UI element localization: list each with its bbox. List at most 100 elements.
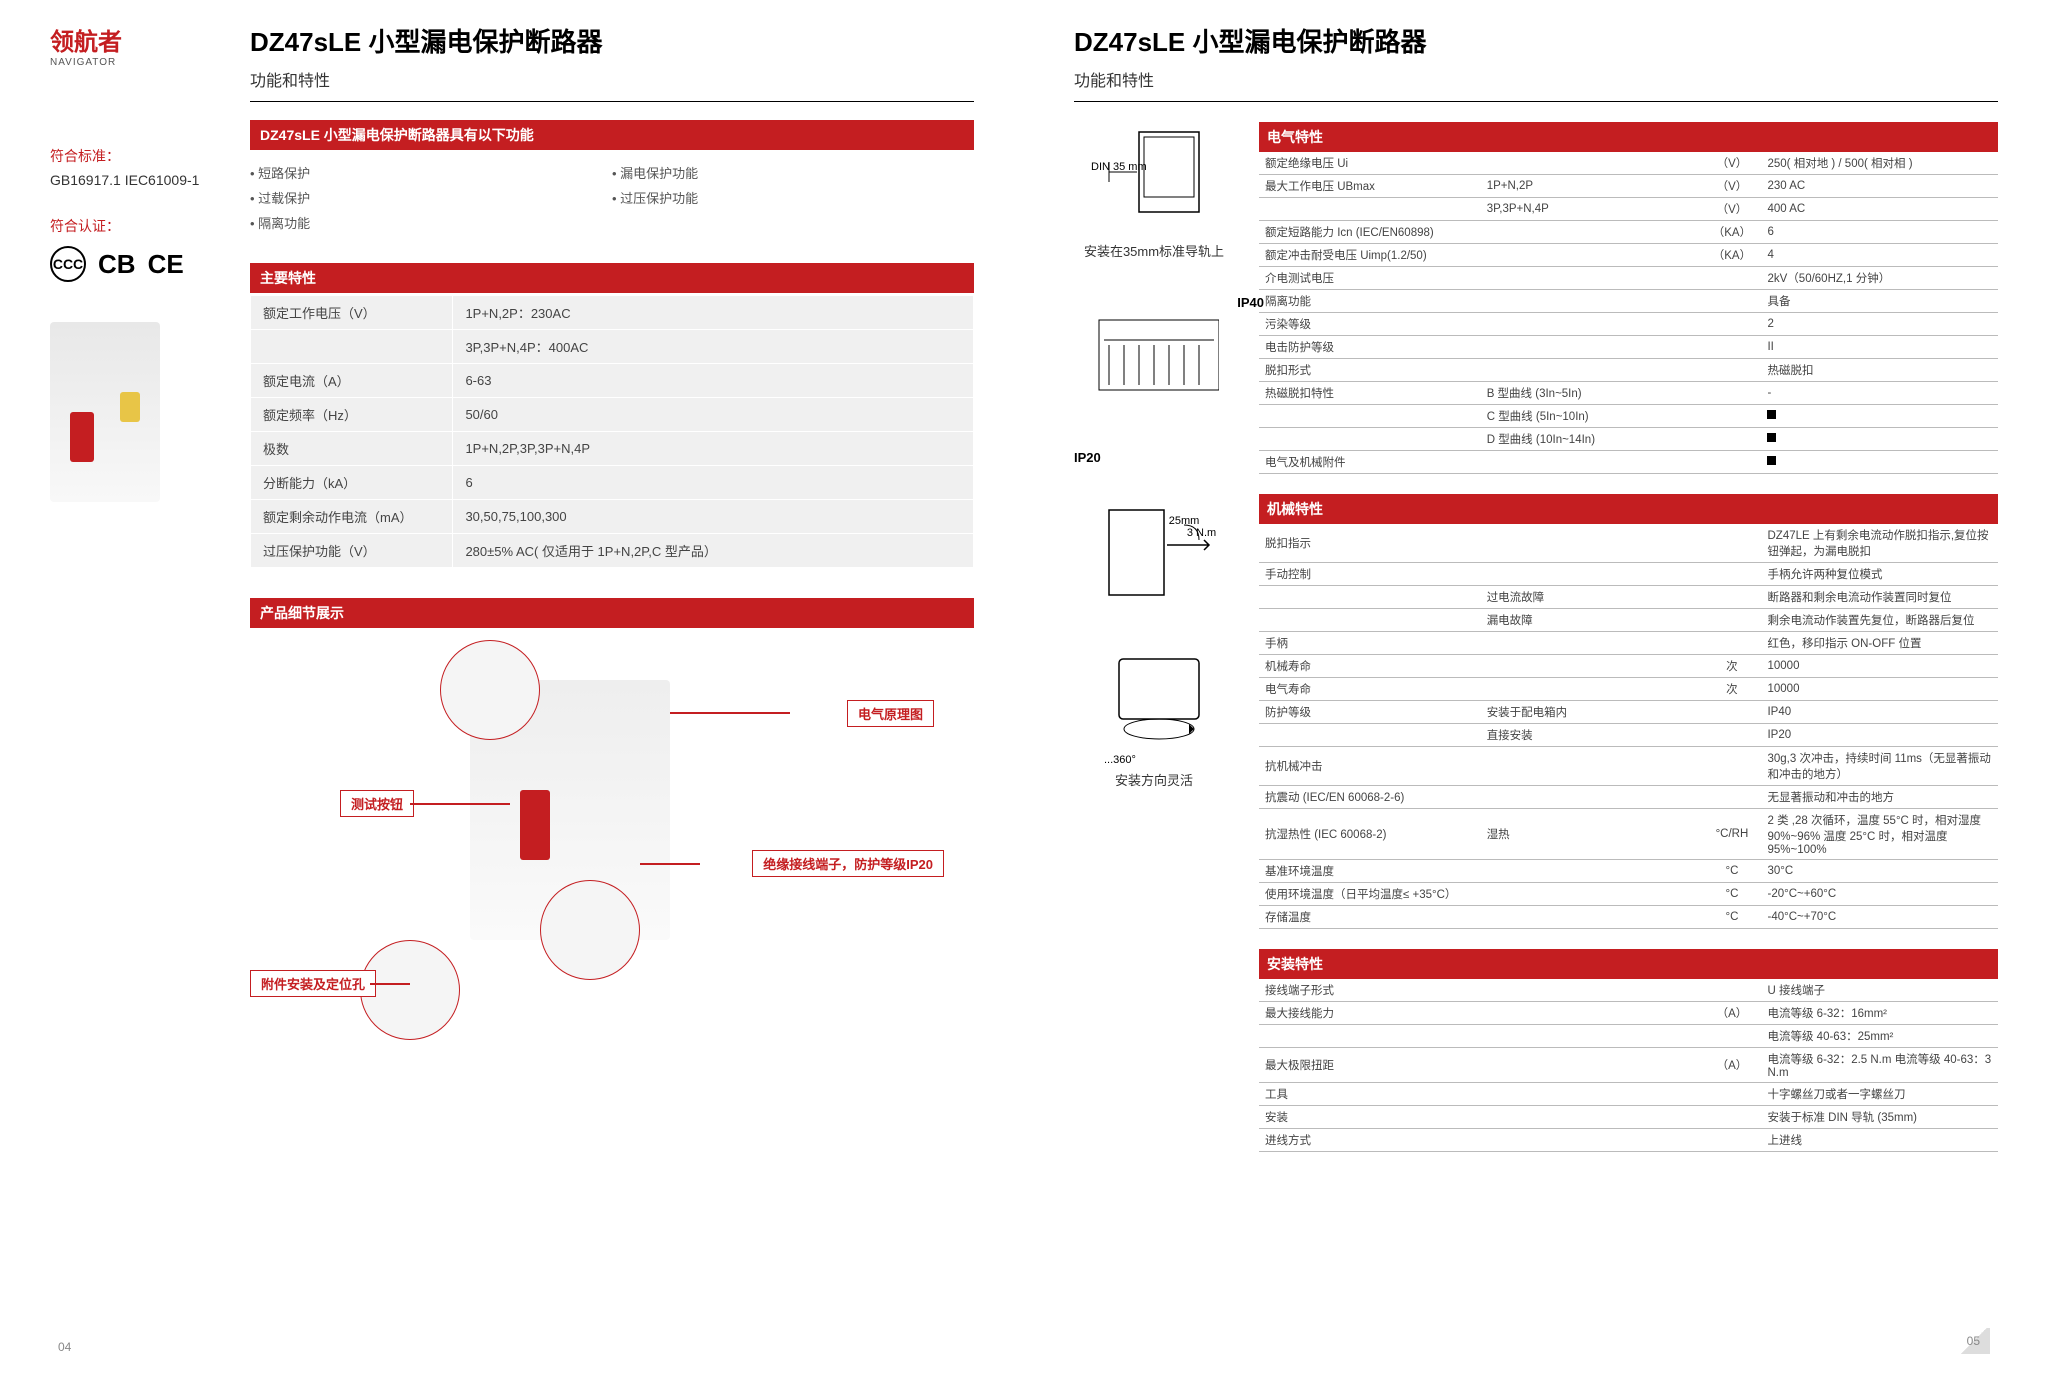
table-cell: （A） [1702,1048,1761,1083]
table-cell [1259,609,1481,632]
table-cell: 6 [1761,221,1998,244]
table-cell [1702,786,1761,809]
table-cell [1481,632,1703,655]
table-cell: - [1761,382,1998,405]
table-cell: 红色，移印指示 ON-OFF 位置 [1761,632,1998,655]
spec-value: 1P+N,2P：230AC [453,296,974,330]
table-cell: 抗机械冲击 [1259,747,1481,786]
table-cell: 电流等级 6-32：2.5 N.m 电流等级 40-63：3 N.m [1761,1048,1998,1083]
diagram-din: DIN 35 mm 安装在35mm标准导轨上 [1074,122,1234,260]
mechanical-table: 机械特性脱扣指示DZ47LE 上有剩余电流动作脱扣指示,复位按钮弹起，为漏电脱扣… [1259,494,1998,929]
table-cell: 2kV（50/60HZ,1 分钟） [1761,267,1998,290]
table-cell [1481,1129,1703,1152]
table-cell [1259,724,1481,747]
table-cell: 具备 [1761,290,1998,313]
table-cell: 最大工作电压 UBmax [1259,175,1481,198]
table-cell [1481,221,1703,244]
table-cell [1761,405,1998,428]
spec-label: 额定工作电压（V） [251,296,453,330]
table-cell: 安装于配电箱内 [1481,701,1703,724]
page-spread: 领航者 NAVIGATOR 符合标准： GB16917.1 IEC61009-1… [0,0,2048,1378]
page-title-r: DZ47sLE 小型漏电保护断路器 [1074,22,1998,59]
table-cell: 电击防护等级 [1259,336,1481,359]
table-cell [1481,244,1703,267]
table-cell: 存储温度 [1259,906,1481,929]
ip-rating-icon [1089,290,1219,450]
sidebar: 领航者 NAVIGATOR 符合标准： GB16917.1 IEC61009-1… [50,10,230,1348]
spec-value: 50/60 [453,398,974,432]
table-cell [1761,428,1998,451]
tables-col: 电气特性额定绝缘电压 Ui（V）250( 相对地 ) / 500( 相对相 )最… [1259,122,1998,1152]
table-cell [1761,451,1998,474]
table-cell [1702,632,1761,655]
table-cell [1702,336,1761,359]
page-title: DZ47sLE 小型漏电保护断路器 [250,22,974,59]
table-cell: 机械寿命 [1259,655,1481,678]
table-cell [1702,359,1761,382]
function-item: • 过载保护 [250,185,612,210]
table-cell: 250( 相对地 ) / 500( 相对相 ) [1761,152,1998,175]
diagrams-col: DIN 35 mm 安装在35mm标准导轨上 IP40 IP20 25mm 3 … [1074,122,1234,1152]
table-cell [1702,563,1761,586]
table-cell: 电流等级 6-32：16mm² [1761,1002,1998,1025]
table-cell: 400 AC [1761,198,1998,221]
install-table: 安装特性接线端子形式U 接线端子最大接线能力（A）电流等级 6-32：16mm²… [1259,949,1998,1152]
standards-title: 符合标准： [50,146,230,166]
table-cell [1259,428,1481,451]
table-cell: 污染等级 [1259,313,1481,336]
main-content-left: DZ47sLE 小型漏电保护断路器 功能和特性 DZ47sLE 小型漏电保护断路… [230,10,974,1348]
product-image [50,322,160,502]
table-cell [1481,655,1703,678]
table-cell: 2 类 ,28 次循环，温度 55°C 时，相对湿度 90%~96% 温度 25… [1761,809,1998,860]
table-cell [1481,359,1703,382]
table-cell: °C [1702,860,1761,883]
diagram-ip: IP40 IP20 [1074,290,1234,465]
table-cell: 接线端子形式 [1259,979,1481,1002]
callout-schematic: 电气原理图 [847,700,934,727]
table-cell: 10000 [1761,678,1998,701]
table-cell [1481,979,1703,1002]
table-cell: （V） [1702,152,1761,175]
subtitle-r: 功能和特性 [1074,67,1998,91]
spec-value: 3P,3P+N,4P：400AC [453,330,974,364]
page-number-left: 04 [58,1340,71,1354]
table-cell: 230 AC [1761,175,1998,198]
right-columns: DIN 35 mm 安装在35mm标准导轨上 IP40 IP20 25mm 3 … [1074,122,1998,1152]
standards-text: GB16917.1 IEC61009-1 [50,172,230,188]
divider-r [1074,101,1998,102]
table-cell [1702,405,1761,428]
spec-label: 分断能力（kA） [251,466,453,500]
subtitle: 功能和特性 [250,67,974,91]
table-cell [1702,382,1761,405]
table-cell: IP20 [1761,724,1998,747]
table-cell [1481,1083,1703,1106]
table-cell [1702,1025,1761,1048]
table-cell [1481,1106,1703,1129]
table-cell: 抗震动 (IEC/EN 60068-2-6) [1259,786,1481,809]
table-cell: 电气寿命 [1259,678,1481,701]
table-cell: 抗湿热性 (IEC 60068-2) [1259,809,1481,860]
table-cell: 电流等级 40-63：25mm² [1761,1025,1998,1048]
din-rail-icon: DIN 35 mm [1089,122,1219,232]
table-cell [1481,336,1703,359]
callout-test-btn: 测试按钮 [340,790,414,817]
spec-value: 6-63 [453,364,974,398]
table-header: 机械特性 [1259,494,1998,524]
table-cell: DZ47LE 上有剩余电流动作脱扣指示,复位按钮弹起，为漏电脱扣 [1761,524,1998,563]
table-cell: °C/RH [1702,809,1761,860]
ip20-label: IP20 [1074,450,1234,465]
table-cell: 介电测试电压 [1259,267,1481,290]
table-cell: II [1761,336,1998,359]
callout-terminal: 绝缘接线端子，防护等级IP20 [752,850,944,877]
table-cell [1481,1025,1703,1048]
table-cell: 次 [1702,655,1761,678]
table-cell [1702,428,1761,451]
table-cell: 30°C [1761,860,1998,883]
table-cell: D 型曲线 (10In~14In) [1481,428,1703,451]
table-cell: 湿热 [1481,809,1703,860]
spec-value: 30,50,75,100,300 [453,500,974,534]
spec-label: 额定剩余动作电流（mA） [251,500,453,534]
torque-icon [1089,495,1219,605]
din-caption: 安装在35mm标准导轨上 [1074,241,1234,260]
table-header: 电气特性 [1259,122,1998,152]
